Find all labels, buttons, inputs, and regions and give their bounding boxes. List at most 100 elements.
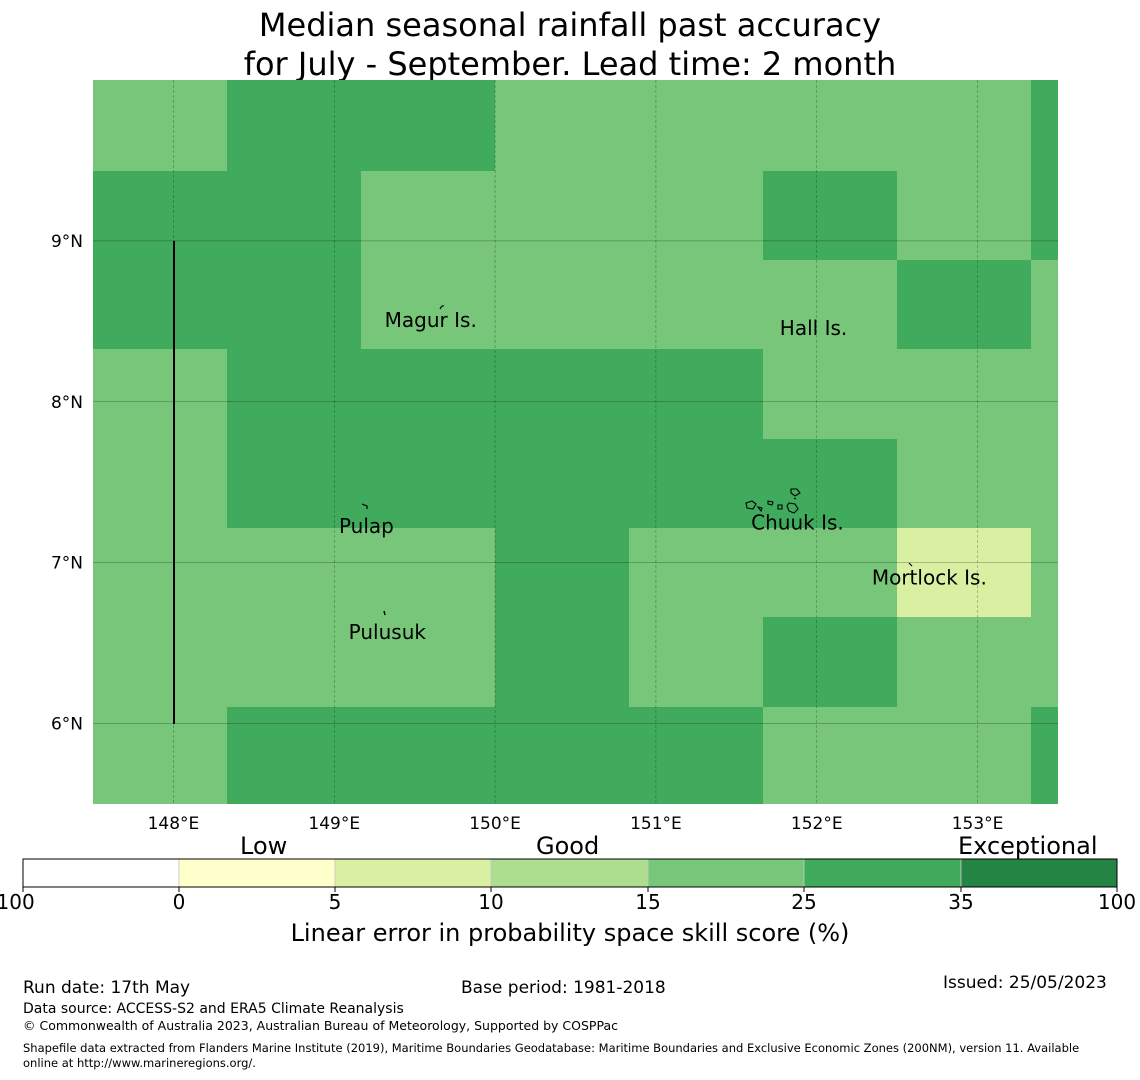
skill-cell	[1031, 349, 1058, 439]
category-label-good: Good	[536, 832, 600, 860]
skill-cell	[495, 171, 629, 260]
longitude-tick-label: 148°E	[148, 814, 200, 834]
skill-cell	[227, 349, 361, 439]
latitude-tick-label: 6°N	[51, 715, 83, 735]
longitude-tick-label: 151°E	[630, 814, 682, 834]
colorbar-segment	[647, 858, 805, 888]
skill-cell	[361, 617, 495, 707]
skill-cell	[897, 80, 1031, 171]
skill-cell	[629, 260, 763, 349]
skill-cell	[1031, 260, 1058, 349]
shapefile-credit-line-2: online at http://www.marineregions.org/.	[23, 1056, 256, 1070]
skill-cell	[763, 439, 897, 528]
skill-cell	[361, 260, 495, 349]
colorbar-frame	[22, 858, 1118, 888]
skill-cell	[93, 528, 227, 617]
skill-cell	[763, 171, 897, 260]
skill-cell	[227, 707, 361, 804]
pulap-island-shape	[361, 503, 368, 509]
skill-cell	[227, 439, 361, 528]
island-label: Pulap	[339, 514, 394, 538]
skill-cell	[1031, 528, 1058, 617]
colorbar-segment	[22, 858, 180, 888]
skill-cell	[897, 171, 1031, 260]
colorbar-tick-label: 35	[948, 890, 974, 914]
skill-cell	[361, 707, 495, 804]
colorbar-tick-label: 25	[791, 890, 817, 914]
island-label: Mortlock Is.	[872, 565, 987, 589]
skill-cell	[227, 260, 361, 349]
skill-cell	[897, 707, 1031, 804]
skill-cell	[763, 617, 897, 707]
skill-cell	[629, 707, 763, 804]
graticule	[93, 80, 1058, 804]
island-label: Magur Is.	[385, 308, 477, 332]
island-label: Hall Is.	[780, 316, 847, 340]
colorbar-tick-label: -100	[0, 890, 35, 914]
colorbar-tick-label: 0	[172, 890, 186, 914]
map-title-line-2: for July - September. Lead time: 2 month	[243, 45, 897, 83]
skill-cell	[361, 528, 495, 617]
skill-cell	[495, 528, 629, 617]
skill-cell	[495, 349, 629, 439]
longitude-tick-label: 150°E	[469, 814, 521, 834]
skill-cell	[897, 349, 1031, 439]
latitude-tick-label: 9°N	[51, 232, 83, 252]
skill-cell	[227, 617, 361, 707]
skill-cell	[495, 617, 629, 707]
copyright-notice: © Commonwealth of Australia 2023, Austra…	[23, 1018, 618, 1033]
skill-cell	[361, 80, 495, 171]
skill-cell	[1031, 617, 1058, 707]
skill-cell	[93, 171, 227, 260]
skill-cell	[629, 349, 763, 439]
skill-cell	[93, 439, 227, 528]
island-labels: Magur Is. Hall Is. Pulap Chuuk Is. Mortlock …	[339, 308, 987, 644]
skill-cell	[361, 171, 495, 260]
data-source: Data source: ACCESS-S2 and ERA5 Climate …	[23, 1001, 404, 1017]
skill-cell	[763, 707, 897, 804]
map-title-line-1: Median seasonal rainfall past accuracy	[258, 6, 882, 44]
skill-cell	[763, 528, 897, 617]
colorbar-segment	[490, 858, 649, 888]
skill-cell	[629, 617, 763, 707]
pulusuk-island-shape	[383, 610, 386, 616]
colorbar-segment	[960, 858, 1118, 888]
skill-cell	[1031, 707, 1058, 804]
skill-cell	[897, 528, 1031, 617]
issued-date: Issued: 25/05/2023	[943, 973, 1107, 993]
skill-cell	[763, 80, 897, 171]
axis-tick-labels: 148°E 149°E 150°E 151°E 152°E 153°E 9°N 8°N 7°N 6…	[51, 232, 1003, 834]
skill-cell	[495, 707, 629, 804]
skill-cell	[629, 439, 763, 528]
skill-cell	[93, 707, 227, 804]
longitude-tick-label: 149°E	[308, 814, 360, 834]
skill-cell	[93, 80, 227, 171]
skill-cell	[93, 260, 227, 349]
colorbar-segment	[334, 858, 492, 888]
longitude-tick-label: 153°E	[952, 814, 1004, 834]
skill-cell	[629, 171, 763, 260]
skill-cell	[897, 617, 1031, 707]
land-outlines	[361, 305, 913, 616]
skill-cell	[93, 349, 227, 439]
skill-cell	[1031, 171, 1058, 260]
colorbar-segment	[178, 858, 336, 888]
colorbar-tick-label: 10	[478, 890, 504, 914]
magur-island-shape	[439, 305, 445, 310]
skill-cell	[361, 439, 495, 528]
colorbar-tick-label: 5	[328, 890, 342, 914]
skill-cell	[1031, 439, 1058, 528]
category-label-low: Low	[240, 832, 288, 860]
colorbar-tick-label: 100	[1097, 890, 1137, 914]
skill-cell	[495, 439, 629, 528]
skill-cell	[361, 349, 495, 439]
skill-cell	[227, 528, 361, 617]
skill-cell	[897, 439, 1031, 528]
colorbar	[22, 858, 1118, 892]
island-label: Chuuk Is.	[751, 511, 844, 535]
longitude-tick-label: 152°E	[791, 814, 843, 834]
skill-cell	[495, 80, 629, 171]
latitude-tick-label: 7°N	[51, 554, 83, 574]
colorbar-segment	[803, 858, 962, 888]
colorbar-axis-label: Linear error in probability space skill …	[290, 919, 850, 947]
